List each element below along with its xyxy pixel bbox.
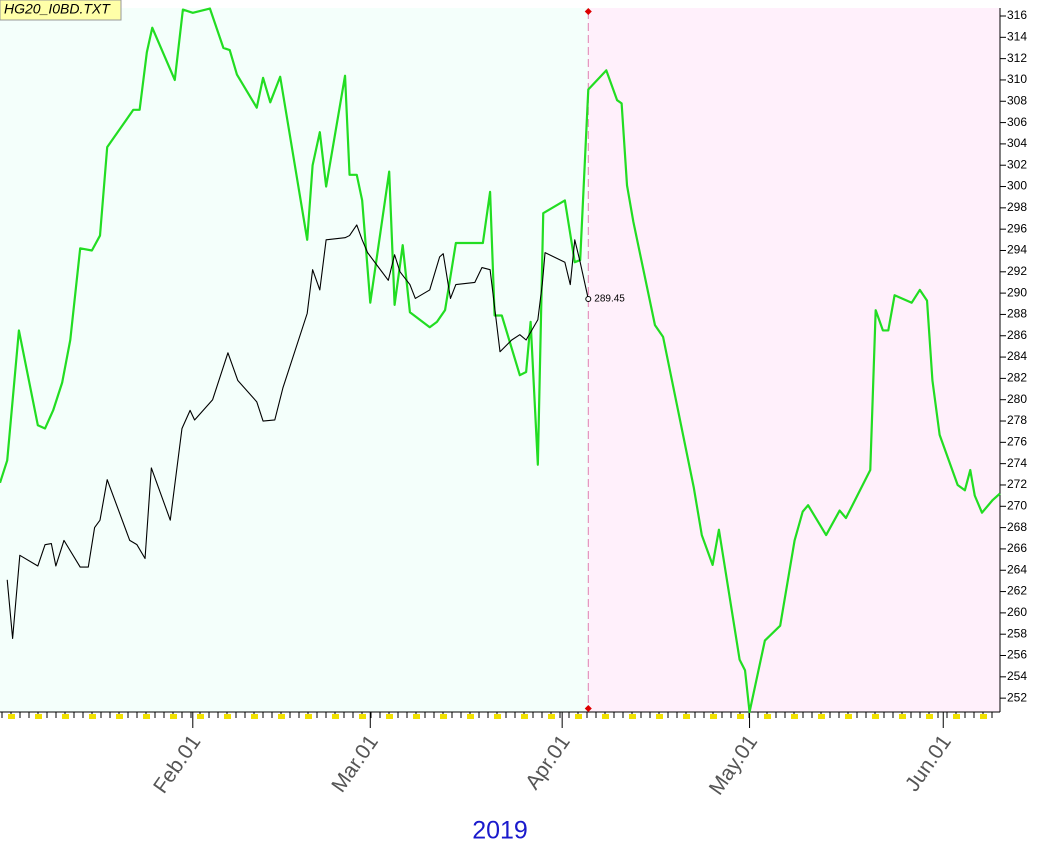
cursor-top [584,7,592,16]
ruler-box [8,714,15,719]
last-value-label: 289.45 [594,294,625,305]
ruler-box [764,714,771,719]
y-tick-label: 288 [1007,307,1027,321]
y-tick-label: 264 [1007,562,1027,576]
y-tick-label: 266 [1007,541,1027,555]
y-tick-label: 270 [1007,498,1027,512]
y-tick-label: 308 [1007,93,1027,107]
ruler-box [953,714,960,719]
x-tick-label: Apr.01 [521,731,575,794]
y-tick-label: 254 [1007,669,1027,683]
ruler-box [143,714,150,719]
y-tick-label: 314 [1007,29,1027,43]
last-value-marker [585,295,592,302]
y-tick-label: 274 [1007,456,1027,470]
ruler-box [737,714,744,719]
y-tick-label: 304 [1007,136,1027,150]
y-tick-label: 312 [1007,51,1027,65]
ruler-box [899,714,906,719]
y-tick-label: 292 [1007,264,1027,278]
y-tick-label: 268 [1007,520,1027,534]
ruler-box [926,714,933,719]
ruler-box [494,714,501,719]
y-tick-label: 282 [1007,371,1027,385]
y-tick-label: 310 [1007,72,1027,86]
y-tick-label: 296 [1007,221,1027,235]
y-tick-label: 316 [1007,8,1027,22]
ruler-box [791,714,798,719]
y-tick-label: 306 [1007,115,1027,129]
ruler-box [116,714,123,719]
ruler-box [548,714,555,719]
ruler-box [170,714,177,719]
ruler-box [629,714,636,719]
ruler-box [332,714,339,719]
ruler-box [197,714,204,719]
ruler-box [656,714,663,719]
ruler-box [440,714,447,719]
chart-title: HG20_I0BD.TXT [4,1,111,17]
ruler-box [62,714,69,719]
ruler-box [224,714,231,719]
series-line [0,7,1001,714]
background [0,8,1000,712]
y-tick-label: 290 [1007,285,1027,299]
ruler-box [980,714,987,719]
ruler-box [278,714,285,719]
ruler-box [467,714,474,719]
ruler-box [521,714,528,719]
y-tick-label: 284 [1007,349,1027,363]
ruler-box [683,714,690,719]
x-tick-label: Jun.01 [901,731,956,796]
ruler-box [818,714,825,719]
ruler-box [710,714,717,719]
y-tick-label: 302 [1007,157,1027,171]
ruler-box [359,714,366,719]
x-axis-label: 2019 [472,817,528,845]
y-tick-label: 262 [1007,584,1027,598]
ruler-box [872,714,879,719]
history-background [0,8,589,712]
y-tick-label: 258 [1007,626,1027,640]
series-line [6,224,589,640]
x-tick-label: Mar.01 [327,731,383,797]
y-tick-label: 260 [1007,605,1027,619]
cursor-bottom [584,704,592,713]
y-tick-label: 286 [1007,328,1027,342]
ruler-box [35,714,42,719]
y-tick-label: 294 [1007,243,1027,257]
y-tick-label: 278 [1007,413,1027,427]
ruler-box [575,714,582,719]
y-tick-label: 280 [1007,392,1027,406]
ruler-box [845,714,852,719]
ruler-box [251,714,258,719]
x-tick-label: Feb.01 [149,731,205,798]
y-tick-label: 300 [1007,179,1027,193]
ruler-box [413,714,420,719]
y-tick-label: 256 [1007,648,1027,662]
y-tick-label: 276 [1007,435,1027,449]
title-box [0,0,122,21]
x-tick-label: May.01 [705,731,762,799]
future-background [588,8,1000,712]
ruler-box [386,714,393,719]
y-tick-label: 272 [1007,477,1027,491]
y-tick-label: 298 [1007,200,1027,214]
ruler-box [305,714,312,719]
ruler-box [602,714,609,719]
y-tick-label: 252 [1007,690,1027,704]
ruler-box [89,714,96,719]
